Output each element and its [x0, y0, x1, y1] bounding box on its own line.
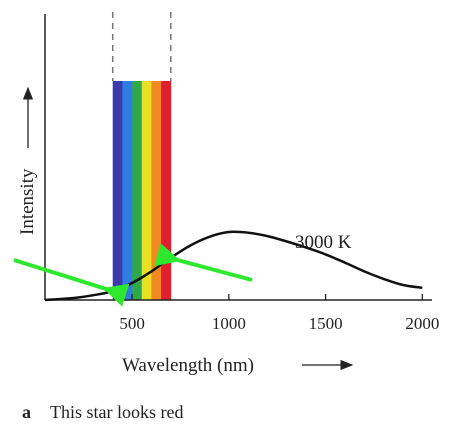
x-ticks: 500 1000 1500 2000	[119, 294, 439, 333]
green-arrow-right	[154, 243, 253, 282]
caption-text: This star looks red	[50, 402, 183, 422]
x-tick-label: 2000	[405, 314, 439, 333]
x-tick-label: 1000	[212, 314, 246, 333]
series-line-3000k	[44, 230, 423, 302]
caption-letter: a	[22, 402, 31, 422]
y-axis-label: Intensity	[17, 168, 38, 235]
spectrum-stripe	[161, 81, 172, 300]
visible-spectrum-band	[112, 81, 172, 300]
spectrum-stripe	[141, 81, 152, 300]
spectrum-stripe	[112, 81, 123, 300]
spectrum-stripe	[122, 81, 133, 300]
x-axis-label: Wavelength (nm)	[122, 355, 254, 376]
spectrum-stripe	[132, 81, 143, 300]
series-label: 3000 K	[295, 232, 352, 253]
spectrum-stripe	[151, 81, 162, 300]
x-tick-label: 1500	[309, 314, 343, 333]
green-arrow-left	[13, 258, 130, 307]
arrow-annotations	[13, 243, 253, 307]
x-tick-label: 500	[119, 314, 145, 333]
